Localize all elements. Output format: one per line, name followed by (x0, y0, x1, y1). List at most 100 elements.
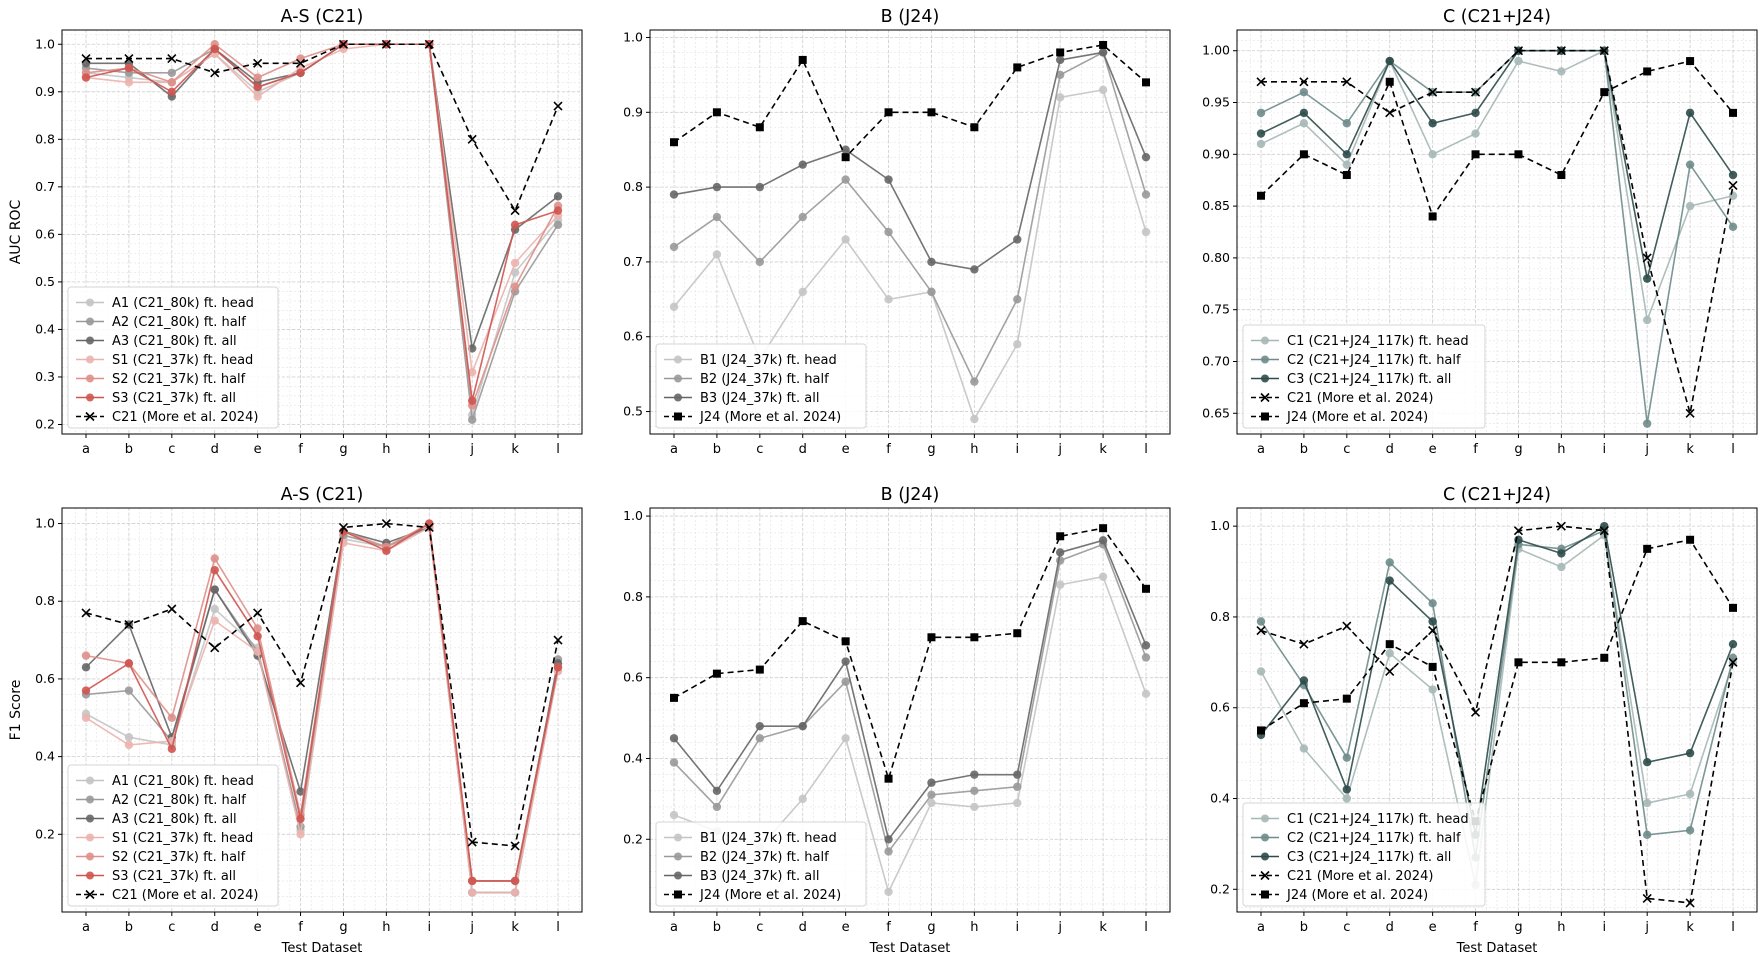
data-point (1098, 48, 1108, 57)
data-point (1600, 88, 1609, 97)
data-point (1385, 576, 1394, 585)
data-point (1729, 108, 1737, 117)
data-point (1685, 408, 1695, 418)
y-tick-label: 0.70 (1202, 353, 1230, 368)
x-tick-label: f (298, 442, 303, 457)
data-point (927, 257, 936, 267)
series-line (1260, 524, 1734, 835)
data-point (841, 235, 850, 244)
x-tick-label: j (1057, 920, 1062, 935)
x-tick-label: f (1473, 920, 1478, 935)
x-tick-label: k (511, 920, 519, 935)
chart-panel-4: 0.2 0.4 0.6 0.8 1.0 a b c d e f g h i j k l A-S (C21) Test… (8, 485, 583, 956)
legend-marker (86, 393, 94, 402)
legend-label: J24 (More et al. 2024) (699, 888, 841, 903)
data-point (1557, 562, 1566, 572)
legend-marker (674, 852, 682, 861)
data-point (1013, 235, 1022, 244)
data-point (167, 604, 177, 614)
data-point (1685, 201, 1695, 211)
x-tick-label: d (211, 442, 219, 457)
x-tick-label: a (1257, 442, 1265, 457)
data-point (712, 669, 721, 678)
data-point (927, 790, 936, 800)
data-point (927, 287, 936, 297)
data-point (841, 153, 850, 162)
data-point (884, 774, 893, 783)
data-point (167, 68, 177, 77)
data-point (1342, 785, 1352, 794)
y-tick-label: 0.6 (623, 329, 643, 344)
data-point (81, 713, 91, 722)
x-tick-label: b (713, 920, 721, 935)
data-point (81, 686, 91, 695)
y-tick-label: 0.7 (35, 179, 55, 194)
data-point (1428, 685, 1437, 694)
data-point (467, 396, 477, 405)
series-group (1256, 46, 1738, 428)
axes-frame (649, 507, 1171, 913)
y-tick-label: 0.8 (35, 131, 55, 146)
x-tick-label: d (799, 442, 807, 457)
data-point (81, 73, 91, 82)
data-point (210, 643, 220, 653)
legend-label: A2 (C21_80k) ft. half (112, 315, 246, 330)
data-point (1141, 190, 1151, 199)
data-point (1599, 526, 1609, 536)
legend-marker (86, 317, 94, 326)
legend-marker (1261, 374, 1269, 383)
series-line (1260, 538, 1734, 825)
data-point (755, 734, 765, 743)
series-line (1260, 49, 1734, 279)
data-point (798, 212, 807, 222)
axes-frame (61, 507, 583, 913)
data-point (1299, 699, 1308, 708)
legend-marker (674, 833, 682, 842)
legend-marker (1261, 336, 1269, 345)
data-point (1256, 617, 1266, 626)
data-point (1256, 108, 1266, 118)
data-point (884, 227, 893, 237)
data-point (1686, 535, 1695, 544)
axes-frame (1236, 507, 1758, 913)
legend-label: C21 (More et al. 2024) (1287, 391, 1433, 406)
data-point (1257, 726, 1265, 735)
series-5 (1257, 57, 1737, 221)
data-point (798, 160, 807, 169)
chart-panel-2: 0.5 0.6 0.7 0.8 0.9 1.0 a b c d e f g h i j k l B (J24) B1 … (623, 7, 1171, 457)
data-point (382, 546, 391, 555)
data-point (670, 138, 678, 147)
data-point (295, 58, 306, 68)
legend: B1 (J24_37k) ft. head B2 (J24_37k) ft. ha… (655, 821, 867, 907)
x-tick-label: j (1057, 442, 1062, 457)
series-line (1260, 529, 1734, 858)
x-tick-label: c (1343, 920, 1350, 935)
data-point (296, 814, 305, 823)
x-tick-label: k (511, 442, 519, 457)
data-point (1342, 150, 1352, 159)
x-tick-label: g (927, 920, 935, 935)
legend-label: S1 (C21_37k) ft. head (112, 353, 253, 368)
series-line (673, 88, 1147, 421)
data-point (1514, 150, 1523, 159)
legend-marker (1261, 833, 1269, 842)
data-point (124, 63, 134, 73)
data-point (467, 837, 477, 847)
data-point (1557, 67, 1566, 76)
data-point (1428, 212, 1437, 221)
data-point (1557, 658, 1566, 667)
y-tick-label: 0.8 (35, 593, 55, 608)
x-tick-label: e (254, 920, 262, 935)
data-point (841, 637, 850, 646)
data-point (253, 631, 262, 641)
legend-label: A3 (C21_80k) ft. all (112, 334, 237, 349)
series-line (1260, 49, 1734, 424)
legend-label: B3 (J24_37k) ft. all (700, 869, 819, 884)
data-point (210, 554, 219, 563)
series-line (1261, 49, 1734, 414)
legend-label: A1 (C21_80k) ft. head (112, 774, 254, 789)
data-point (841, 145, 850, 154)
data-point (927, 778, 936, 787)
y-tick-label: 0.75 (1202, 302, 1230, 317)
